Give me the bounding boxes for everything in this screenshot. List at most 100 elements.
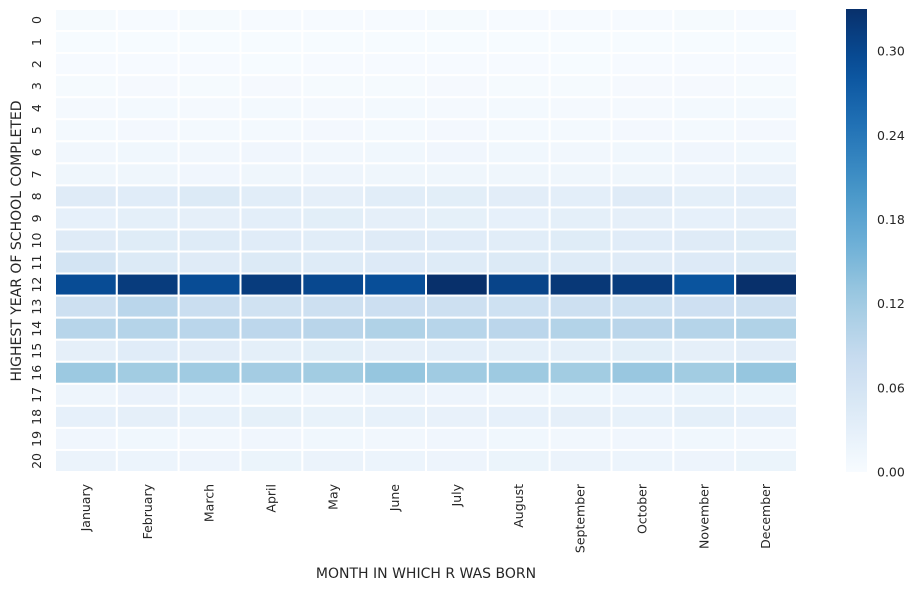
heatmap-cell [425, 30, 489, 55]
x-tick-label: April [263, 484, 278, 513]
heatmap-cell [672, 360, 737, 385]
heatmap-cell [301, 360, 366, 385]
heatmap-cell [425, 448, 489, 474]
heatmap-cell [672, 206, 737, 231]
heatmap-cell [548, 338, 613, 363]
heatmap-cell [177, 118, 242, 143]
heatmap-cell [734, 250, 799, 275]
heatmap-cell [239, 52, 304, 77]
heatmap-cell [301, 426, 366, 451]
y-tick-label: 11 [29, 255, 44, 271]
heatmap-cell [177, 162, 242, 187]
heatmap-cell [734, 184, 799, 209]
heatmap-cell [734, 338, 799, 363]
heatmap-cell [115, 118, 180, 143]
heatmap-cell [548, 360, 613, 385]
y-tick-label: 6 [29, 148, 44, 156]
heatmap-cell [486, 184, 551, 209]
heatmap-cell [548, 404, 613, 429]
heatmap-cell [115, 338, 180, 363]
heatmap-cell [425, 316, 489, 341]
heatmap-cell [672, 448, 737, 474]
heatmap-cell [548, 228, 613, 253]
heatmap-cell [610, 360, 675, 385]
heatmap-cell [301, 228, 366, 253]
heatmap-cell [177, 250, 242, 275]
heatmap-cell [548, 30, 613, 55]
heatmap-cell [239, 404, 304, 429]
heatmap-cell [301, 140, 366, 165]
heatmap-cell [610, 162, 675, 187]
heatmap-cell [425, 8, 489, 33]
heatmap-cell [115, 8, 180, 33]
heatmap-cell [486, 30, 551, 55]
heatmap-cell [239, 382, 304, 407]
heatmap-cell [301, 272, 366, 297]
heatmap-cell [239, 96, 304, 121]
heatmap-cell [486, 382, 551, 407]
heatmap-cell [486, 8, 551, 33]
heatmap-cell [54, 382, 118, 407]
heatmap-cell [115, 30, 180, 55]
y-tick-label: 7 [29, 170, 44, 178]
heatmap-cell [239, 360, 304, 385]
heatmap-cell [363, 206, 427, 231]
heatmap-cell [610, 316, 675, 341]
heatmap-cell [486, 228, 551, 253]
heatmap-cell [425, 52, 489, 77]
heatmap-cell [610, 184, 675, 209]
heatmap-cell [486, 404, 551, 429]
heatmap-cell [610, 206, 675, 231]
heatmap-cell [363, 272, 427, 297]
heatmap-cell [177, 316, 242, 341]
x-tick-label: October [634, 483, 649, 534]
heatmap-cell [486, 360, 551, 385]
x-tick-label: August [511, 484, 526, 528]
y-tick-label: 14 [29, 321, 44, 337]
heatmap-cell [548, 140, 613, 165]
heatmap-cell [54, 426, 118, 451]
heatmap-cell [177, 8, 242, 33]
heatmap-cell [610, 250, 675, 275]
heatmap-cell [610, 118, 675, 143]
heatmap-cell [486, 316, 551, 341]
heatmap-cell [672, 8, 737, 33]
y-tick-label: 18 [29, 409, 44, 425]
x-tick-label: May [325, 483, 340, 509]
y-tick-label: 20 [29, 453, 44, 469]
heatmap-cell [548, 448, 613, 474]
heatmap-cell [548, 294, 613, 319]
heatmap-cell [548, 206, 613, 231]
heatmap-cell [239, 74, 304, 99]
x-tick-label: July [449, 483, 464, 507]
heatmap-cell [239, 426, 304, 451]
heatmap-cell [115, 228, 180, 253]
heatmap-cell [610, 338, 675, 363]
heatmap-cell [54, 360, 118, 385]
heatmap-cell [425, 74, 489, 99]
heatmap-cell [672, 30, 737, 55]
x-tick-label: September [573, 483, 588, 553]
heatmap-cell [363, 316, 427, 341]
heatmap-cell [610, 8, 675, 33]
heatmap-cells [54, 8, 799, 474]
heatmap-cell [54, 448, 118, 474]
y-tick-label: 16 [29, 365, 44, 381]
heatmap-cell [54, 404, 118, 429]
heatmap-cell [115, 382, 180, 407]
heatmap-cell [177, 360, 242, 385]
heatmap-cell [115, 74, 180, 99]
heatmap-cell [486, 272, 551, 297]
heatmap-cell [425, 382, 489, 407]
heatmap-cell [54, 206, 118, 231]
heatmap-cell [363, 184, 427, 209]
x-axis-label: MONTH IN WHICH R WAS BORN [316, 566, 536, 582]
heatmap-cell [363, 162, 427, 187]
heatmap-cell [425, 426, 489, 451]
heatmap-cell [734, 360, 799, 385]
heatmap-cell [177, 294, 242, 319]
heatmap-cell [363, 8, 427, 33]
heatmap-cell [363, 74, 427, 99]
heatmap-cell [239, 8, 304, 33]
heatmap-cell [734, 74, 799, 99]
